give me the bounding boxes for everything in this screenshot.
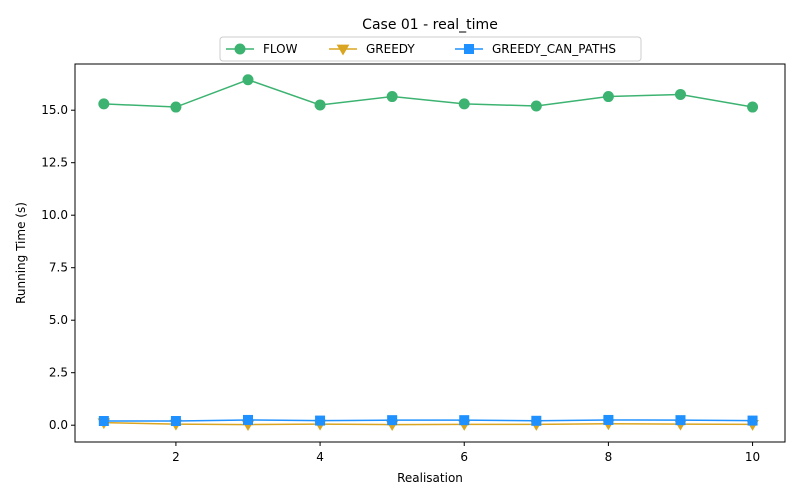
data-point-flow xyxy=(674,88,686,100)
data-point-greedy-can-paths xyxy=(675,415,686,426)
data-point-flow xyxy=(242,74,254,86)
chart-title: Case 01 - real_time xyxy=(362,17,498,33)
y-tick-label: 10.0 xyxy=(41,208,68,222)
x-tick-label: 10 xyxy=(745,450,760,464)
data-point-flow xyxy=(386,91,398,103)
data-point-flow xyxy=(602,91,614,103)
legend-marker xyxy=(464,44,474,54)
x-tick-label: 4 xyxy=(316,450,324,464)
series-greedy-can-paths xyxy=(98,414,758,426)
data-point-greedy-can-paths xyxy=(459,415,470,426)
plot-area-frame xyxy=(74,63,786,443)
data-point-flow xyxy=(170,101,182,113)
legend-item-greedy: GREEDY xyxy=(329,42,415,56)
data-point-greedy-can-paths xyxy=(603,414,614,425)
series-group xyxy=(97,74,759,432)
data-point-greedy-can-paths xyxy=(387,415,398,426)
legend-label: GREEDY_CAN_PATHS xyxy=(492,42,616,56)
data-point-flow xyxy=(314,99,326,111)
y-tick-label: 2.5 xyxy=(49,366,68,380)
data-point-greedy-can-paths xyxy=(98,416,109,426)
data-point-greedy-can-paths xyxy=(747,415,758,426)
legend-label: FLOW xyxy=(263,42,298,56)
series-line-greedy-can-paths xyxy=(103,419,753,422)
data-point-flow xyxy=(98,98,110,110)
data-point-flow xyxy=(458,98,470,110)
y-axis-label: Running Time (s) xyxy=(14,202,28,304)
y-tick-label: 5.0 xyxy=(49,313,68,327)
data-point-greedy-can-paths xyxy=(242,414,253,425)
data-point-greedy-can-paths xyxy=(170,416,181,426)
series-line-greedy xyxy=(103,421,753,426)
x-tick-label: 8 xyxy=(605,450,613,464)
y-tick-label: 0.0 xyxy=(49,418,68,432)
x-tick-label: 6 xyxy=(460,450,468,464)
legend-item-greedy-can-paths: GREEDY_CAN_PATHS xyxy=(455,42,616,56)
legend-marker xyxy=(234,43,246,55)
series-flow xyxy=(98,74,759,113)
series-line-flow xyxy=(103,78,753,108)
data-point-flow xyxy=(747,101,759,113)
x-tick-label: 2 xyxy=(172,450,180,464)
y-tick-label: 15.0 xyxy=(41,103,68,117)
legend: FLOW GREEDY GREEDY_CAN_PATHS xyxy=(219,36,642,62)
legend-label: GREEDY xyxy=(366,42,415,56)
y-tick-label: 12.5 xyxy=(41,156,68,170)
legend-marker xyxy=(336,44,350,56)
legend-box xyxy=(219,36,642,62)
y-tick-label: 7.5 xyxy=(49,261,68,275)
data-point-flow xyxy=(530,100,542,112)
y-axis-ticks: 0.0 2.5 5.0 7.5 10.0 12.5 15.0 xyxy=(41,103,75,432)
legend-item-flow: FLOW xyxy=(226,42,298,56)
data-point-greedy-can-paths xyxy=(531,415,542,426)
x-axis-label: Realisation xyxy=(397,471,463,485)
data-point-greedy-can-paths xyxy=(315,415,326,426)
x-axis-ticks: 2 4 6 8 10 xyxy=(172,442,760,464)
